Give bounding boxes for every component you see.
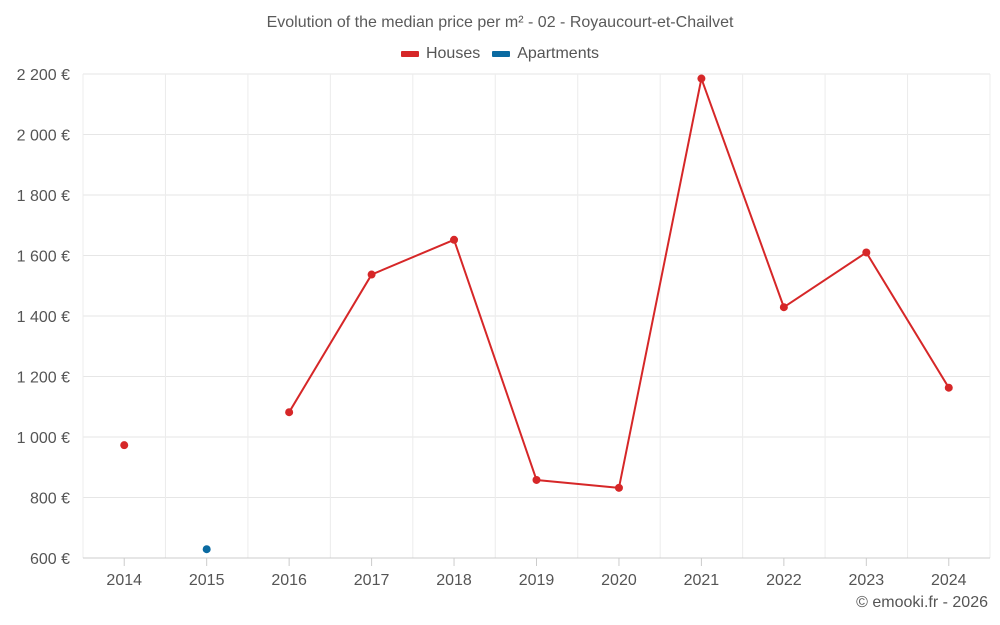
x-tick-label: 2021	[684, 572, 720, 589]
data-point-houses[interactable]	[779, 303, 788, 312]
legend-label-apartments: Apartments	[517, 45, 600, 62]
x-tick-label: 2015	[189, 572, 225, 589]
data-point-houses[interactable]	[944, 383, 953, 392]
data-point-houses[interactable]	[120, 441, 129, 450]
legend-label-houses: Houses	[425, 45, 481, 62]
credit: © emooki.fr - 2026	[856, 594, 988, 611]
x-tick-label: 2022	[766, 572, 802, 589]
data-point-houses[interactable]	[614, 483, 623, 492]
y-tick-label: 2 200 €	[17, 67, 70, 84]
y-tick-label: 2 000 €	[17, 128, 70, 145]
data-point-houses[interactable]	[697, 74, 706, 83]
y-tick-label: 600 €	[30, 551, 70, 568]
chart-title: Evolution of the median price per m² - 0…	[266, 14, 734, 31]
y-tick-label: 1 800 €	[17, 188, 70, 205]
data-point-houses[interactable]	[450, 235, 459, 244]
y-tick-label: 1 000 €	[17, 430, 70, 447]
x-tick-label: 2019	[519, 572, 555, 589]
series	[120, 74, 953, 554]
data-point-houses[interactable]	[532, 475, 541, 484]
data-point-houses[interactable]	[367, 270, 376, 279]
legend-item-apartments[interactable]: Apartments	[492, 45, 599, 63]
y-tick-label: 1 200 €	[17, 370, 70, 387]
x-tick-label: 2016	[271, 572, 307, 589]
grid	[82, 73, 991, 559]
legend-swatch-apartments	[492, 51, 511, 57]
legend: Houses Apartments	[0, 45, 1000, 63]
legend-swatch-houses	[400, 51, 419, 57]
legend-item-houses[interactable]: Houses	[400, 45, 481, 63]
y-tick-label: 1 400 €	[17, 309, 70, 326]
x-tick-label: 2024	[931, 572, 967, 589]
x-tick-label: 2017	[354, 572, 390, 589]
x-tick-label: 2014	[106, 572, 142, 589]
x-tick-label: 2018	[436, 572, 472, 589]
x-tick-label: 2023	[849, 572, 885, 589]
y-tick-label: 800 €	[30, 491, 70, 508]
data-point-apartments[interactable]	[202, 545, 211, 554]
series-line-houses	[288, 77, 950, 489]
y-tick-label: 1 600 €	[17, 249, 70, 266]
data-point-houses[interactable]	[285, 408, 294, 417]
x-tick-label: 2020	[601, 572, 637, 589]
axes: 600 € 800 € 1 000 € 1 200 € 1 400 € 1 600 € 1 …	[17, 67, 990, 589]
data-point-houses[interactable]	[862, 248, 871, 257]
